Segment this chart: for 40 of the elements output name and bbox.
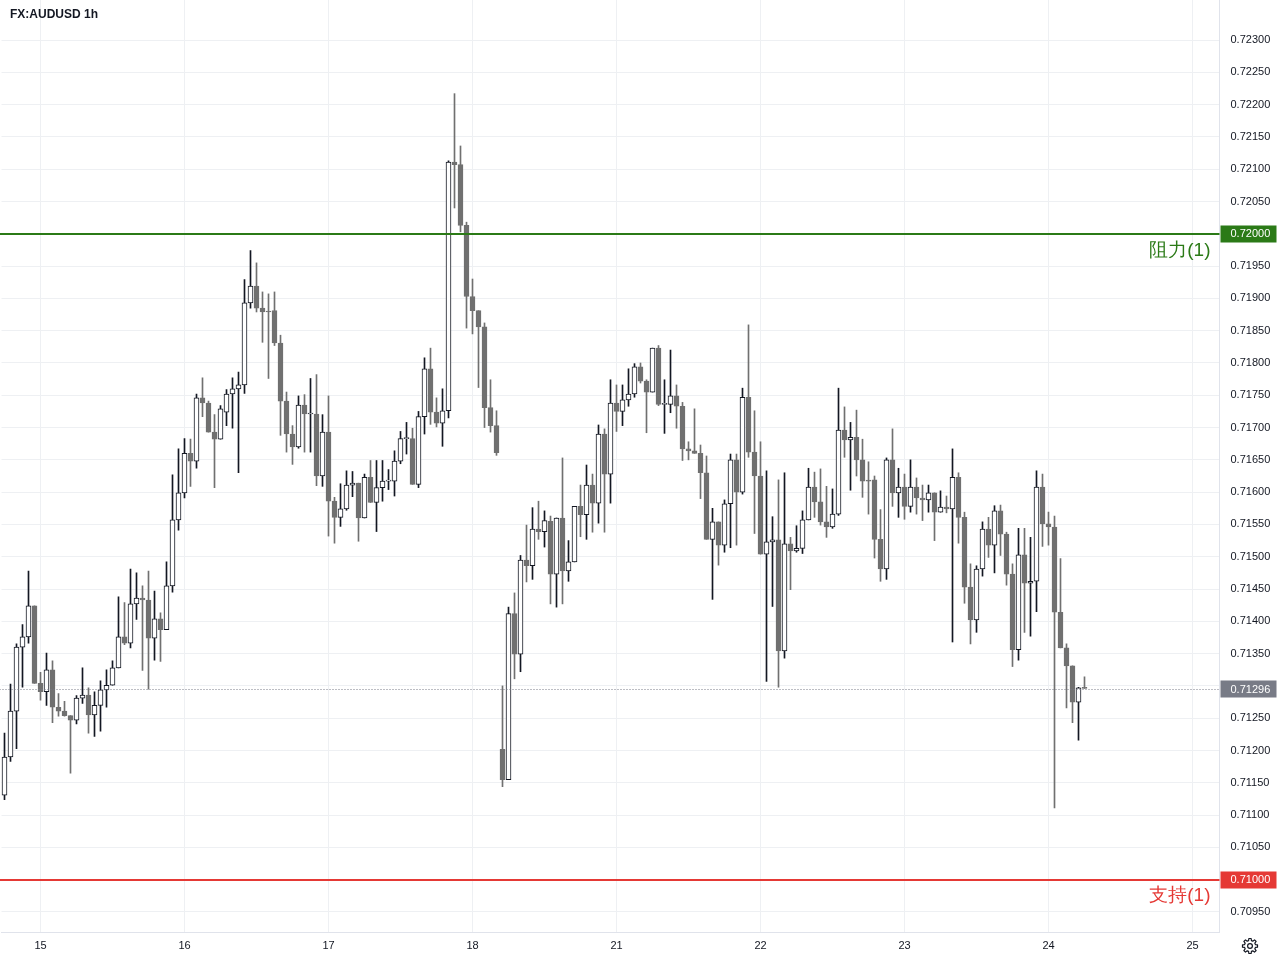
x-tick-label: 18	[466, 938, 479, 951]
y-tick-label: 0.72150	[1230, 129, 1271, 142]
y-tick-label: 0.72050	[1230, 194, 1271, 207]
y-tick-label: 0.71700	[1230, 420, 1271, 433]
ref-line-label: 0.71296	[1230, 682, 1271, 695]
y-tick-label: 0.72100	[1230, 162, 1271, 175]
y-tick-label: 0.72250	[1230, 65, 1271, 78]
x-tick-label: 23	[898, 938, 911, 951]
x-tick-label: 24	[1042, 938, 1055, 951]
y-tick-label: 0.71150	[1230, 775, 1270, 788]
y-tick-label: 0.71050	[1230, 840, 1271, 853]
x-tick-label: 16	[178, 938, 191, 951]
y-tick-label: 0.71250	[1230, 711, 1271, 724]
y-tick-label: 0.71400	[1230, 614, 1271, 627]
ref-line-label: 支持(1)	[1149, 884, 1211, 906]
y-tick-label: 0.71850	[1230, 323, 1271, 336]
y-tick-label: 0.71900	[1230, 291, 1271, 304]
x-tick-label: 21	[610, 938, 623, 951]
x-tick-label: 22	[754, 938, 767, 951]
y-tick-label: 0.71800	[1230, 356, 1271, 369]
x-tick-label: 25	[1186, 938, 1199, 951]
y-tick-label: 0.70950	[1230, 905, 1271, 918]
y-tick-label: 0.71950	[1230, 259, 1271, 272]
y-tick-label: 0.72300	[1230, 33, 1271, 46]
y-tick-label: 0.71650	[1230, 452, 1271, 465]
y-tick-label: 0.71600	[1230, 485, 1271, 498]
y-tick-label: 0.71350	[1230, 646, 1271, 659]
y-tick-label: 0.71100	[1230, 808, 1270, 821]
ref-line-label: 阻力(1)	[1149, 238, 1211, 260]
y-tick-label: 0.71750	[1230, 388, 1271, 401]
x-tick-label: 15	[34, 938, 47, 951]
y-tick-label: 0.71000	[1230, 872, 1271, 885]
x-tick-label: 17	[322, 938, 335, 951]
y-tick-label: 0.71200	[1230, 743, 1271, 756]
y-tick-label: 0.71550	[1230, 517, 1271, 530]
y-tick-label: 0.71450	[1230, 582, 1271, 595]
y-tick-label: 0.72000	[1230, 226, 1271, 239]
text: FX:AUDUSD 1h	[10, 7, 99, 22]
y-tick-label: 0.71500	[1230, 549, 1271, 562]
y-tick-label: 0.72200	[1230, 97, 1271, 110]
